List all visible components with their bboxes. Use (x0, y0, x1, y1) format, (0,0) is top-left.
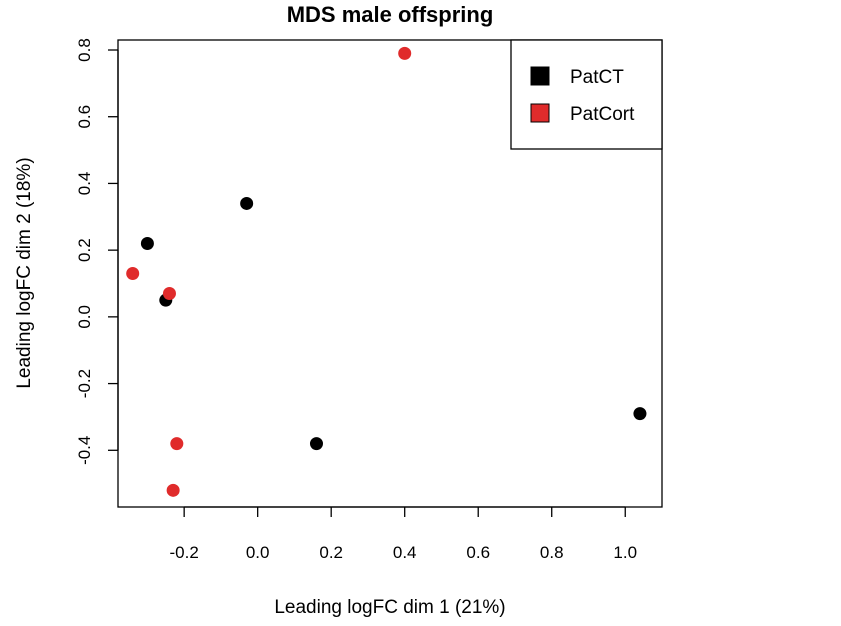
point-patct (140, 236, 154, 250)
y-tick-label: 0.2 (75, 238, 94, 262)
point-patcort (170, 437, 184, 451)
y-axis: -0.4 -0.2 0.0 0.2 0.4 0.6 0.8 (75, 38, 119, 465)
legend: PatCT PatCort (510, 39, 663, 150)
legend-box (510, 39, 663, 150)
legend-label-patct: PatCT (570, 67, 624, 88)
y-tick-label: -0.2 (75, 369, 94, 398)
x-tick-label: 1.0 (613, 543, 637, 562)
x-tick-label: 0.6 (466, 543, 490, 562)
x-tick-label: 0.0 (246, 543, 270, 562)
legend-swatch-patcort (530, 103, 550, 123)
point-patct (240, 196, 254, 210)
legend-swatch-patct (530, 66, 550, 86)
x-tick-label: 0.2 (319, 543, 343, 562)
chart-title: MDS male offspring (287, 2, 494, 27)
point-patcort (162, 287, 176, 301)
y-tick-label: 0.4 (75, 172, 94, 196)
x-tick-label: 0.4 (393, 543, 417, 562)
y-axis-title: Leading logFC dim 2 (18%) (14, 157, 35, 388)
legend-label-patcort: PatCort (570, 104, 635, 125)
x-tick-label: 0.8 (540, 543, 564, 562)
point-patcort (398, 46, 412, 60)
point-patcort (126, 267, 140, 280)
x-axis-title: Leading logFC dim 1 (21%) (274, 597, 505, 618)
x-tick-label: -0.2 (170, 543, 199, 562)
point-patct (309, 437, 323, 451)
y-tick-label: 0.0 (75, 305, 94, 329)
point-patct (633, 407, 647, 421)
y-tick-label: -0.4 (75, 436, 94, 465)
x-axis: -0.2 0.0 0.2 0.4 0.6 0.8 1.0 (170, 506, 637, 562)
y-tick-label: 0.6 (75, 105, 94, 129)
y-tick-label: 0.8 (75, 38, 94, 62)
point-patcort (166, 483, 180, 497)
data-points (126, 46, 647, 497)
